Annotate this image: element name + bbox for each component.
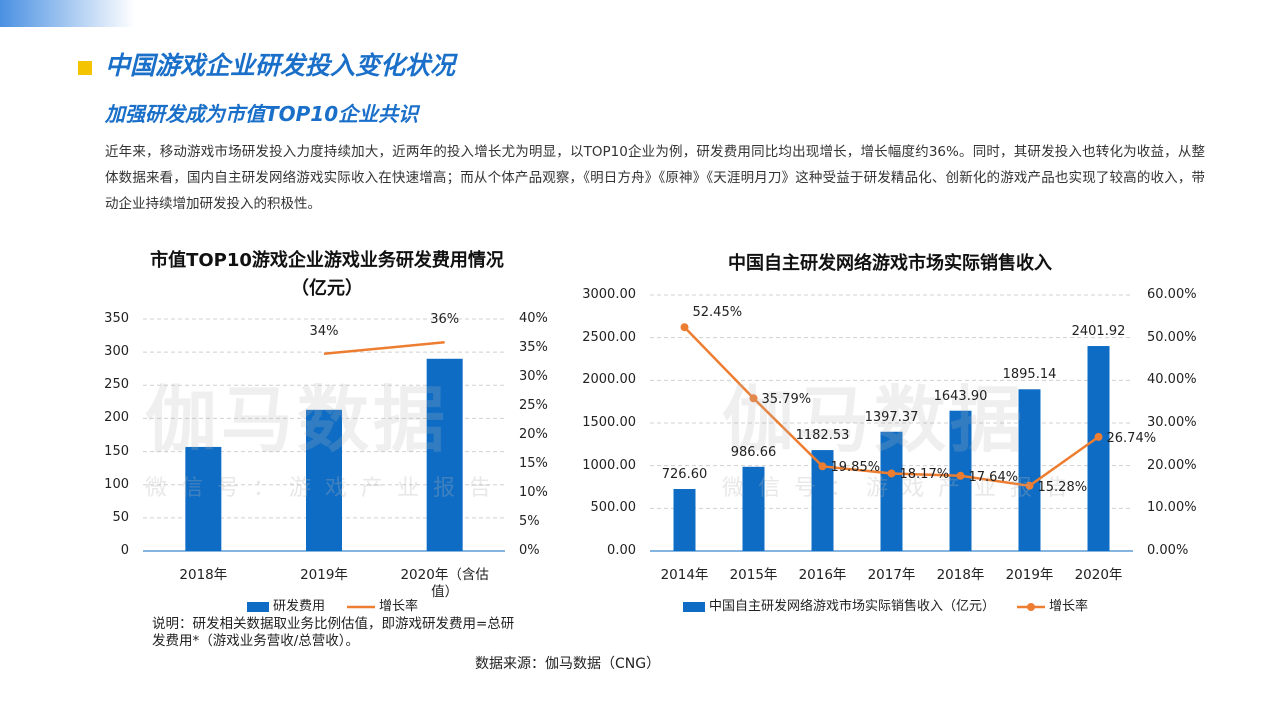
legend-label: 研发费用 <box>273 599 326 614</box>
value-label: 986.66 <box>730 444 777 460</box>
value-label: 15.28% <box>1037 479 1088 495</box>
value-label: 726.60 <box>661 466 708 482</box>
y2-tick-label: 10.00% <box>1147 500 1197 516</box>
title-bullet <box>78 61 92 75</box>
value-label: 1895.14 <box>1002 367 1057 383</box>
value-label: 2401.92 <box>1071 324 1126 340</box>
y2-tick-label: 10% <box>519 485 548 500</box>
bar <box>1087 346 1110 551</box>
y2-tick-label: 50.00% <box>1147 329 1197 345</box>
y2-tick-label: 20% <box>519 427 548 442</box>
source: 数据来源：伽马数据（CNG） <box>475 656 661 672</box>
bar <box>880 431 903 551</box>
point <box>680 323 689 332</box>
value-label: 35.79% <box>761 392 812 408</box>
x-tick-label: 2016年 <box>798 567 847 583</box>
y-tick-label: 100 <box>104 476 129 492</box>
y-tick-label: 3000.00 <box>582 287 636 302</box>
y-tick-label: 1000.00 <box>582 457 636 473</box>
value-label: 52.45% <box>692 305 743 321</box>
y-tick-label: 0.00 <box>607 543 636 558</box>
value-label: 36% <box>430 312 460 328</box>
y2-tick-label: 40% <box>519 311 548 326</box>
x-tick-label: 2015年 <box>729 567 778 583</box>
y2-tick-label: 15% <box>519 456 548 471</box>
x-tick-label: 2019年 <box>300 567 348 583</box>
y-tick-label: 150 <box>104 443 129 459</box>
page-title: 中国游戏企业研发投入变化状况 <box>105 51 456 80</box>
watermark: 伽马数据 <box>145 378 450 462</box>
y-tick-label: 200 <box>104 410 129 426</box>
x-tick-label: 2020年（含估值） <box>400 567 489 600</box>
legend-label: 中国自主研发网络游戏市场实际销售收入（亿元） <box>709 599 996 614</box>
top-band <box>0 0 135 27</box>
x-tick-label: 2019年 <box>1005 567 1054 583</box>
bar <box>306 409 342 551</box>
legend-label: 增长率 <box>379 599 419 614</box>
y2-tick-label: 30% <box>519 369 548 384</box>
x-tick-label: 2018年 <box>179 567 228 583</box>
y2-tick-label: 0% <box>519 543 540 558</box>
bar <box>426 358 463 551</box>
paragraph: 近年来，移动游戏市场研发投入力度持续加大，近两年的投入增长尤为明显，以TOP10… <box>105 144 1205 212</box>
point <box>887 469 896 478</box>
value-label: 1643.90 <box>933 388 988 404</box>
y2-tick-label: 60.00% <box>1147 287 1197 302</box>
y2-tick-label: 5% <box>519 514 540 529</box>
x-tick-label: 2020年 <box>1074 567 1123 583</box>
bar <box>1018 389 1041 551</box>
y2-tick-label: 25% <box>519 398 548 413</box>
bar <box>742 466 765 551</box>
x-tick-label: 2018年 <box>936 567 985 583</box>
y-tick-label: 0 <box>120 543 129 558</box>
y-tick-label: 2000.00 <box>582 372 636 388</box>
line <box>323 340 445 356</box>
x-tick-label: 2014年 <box>660 567 709 583</box>
point <box>749 394 758 403</box>
legend-marker <box>1027 603 1035 611</box>
bar <box>811 450 834 551</box>
chart-note: 说明：研发相关数据取业务比例估值，即游戏研发费用=总研发费用*（游戏业务营收/总… <box>152 616 515 649</box>
point <box>1094 432 1103 441</box>
value-label: 19.85% <box>830 460 881 476</box>
value-label: 18.17% <box>899 467 950 483</box>
y-tick-label: 1500.00 <box>582 415 636 430</box>
y2-tick-label: 40.00% <box>1147 372 1197 388</box>
watermark-caption: 微信号：游戏产业报告 <box>145 476 506 501</box>
y-tick-label: 350 <box>104 311 129 326</box>
point <box>1025 481 1034 490</box>
bar <box>673 488 696 551</box>
y2-tick-label: 0.00% <box>1147 543 1189 558</box>
legend-swatch <box>247 602 269 612</box>
value-label: 1397.37 <box>864 409 919 425</box>
chart-title: 中国自主研发网络游戏市场实际销售收入 <box>728 253 1052 274</box>
bar <box>185 446 222 551</box>
legend-label: 增长率 <box>1049 599 1089 614</box>
value-label: 17.64% <box>968 469 1019 485</box>
y2-tick-label: 30.00% <box>1147 415 1197 430</box>
page-subtitle: 加强研发成为市值TOP10企业共识 <box>105 102 419 126</box>
y-tick-label: 300 <box>104 344 129 360</box>
value-label: 1182.53 <box>795 428 850 444</box>
watermark: 伽马数据 <box>722 378 1027 462</box>
point <box>818 462 827 471</box>
y-tick-label: 250 <box>104 377 129 393</box>
x-tick-label: 2017年 <box>867 567 916 583</box>
y2-tick-label: 35% <box>519 340 548 355</box>
point <box>956 471 965 480</box>
bar <box>949 410 972 551</box>
y2-tick-label: 20.00% <box>1147 457 1197 473</box>
y-tick-label: 500.00 <box>590 500 637 516</box>
chart-title: 市值TOP10游戏企业游戏业务研发费用情况（亿元） <box>150 250 504 299</box>
watermark-caption: 微信号：游戏产业报告 <box>722 476 1083 501</box>
y-tick-label: 2500.00 <box>582 329 636 345</box>
y-tick-label: 50 <box>112 509 129 525</box>
value-label: 26.74% <box>1106 430 1157 446</box>
value-label: 34% <box>309 323 339 339</box>
legend-swatch <box>683 602 705 612</box>
